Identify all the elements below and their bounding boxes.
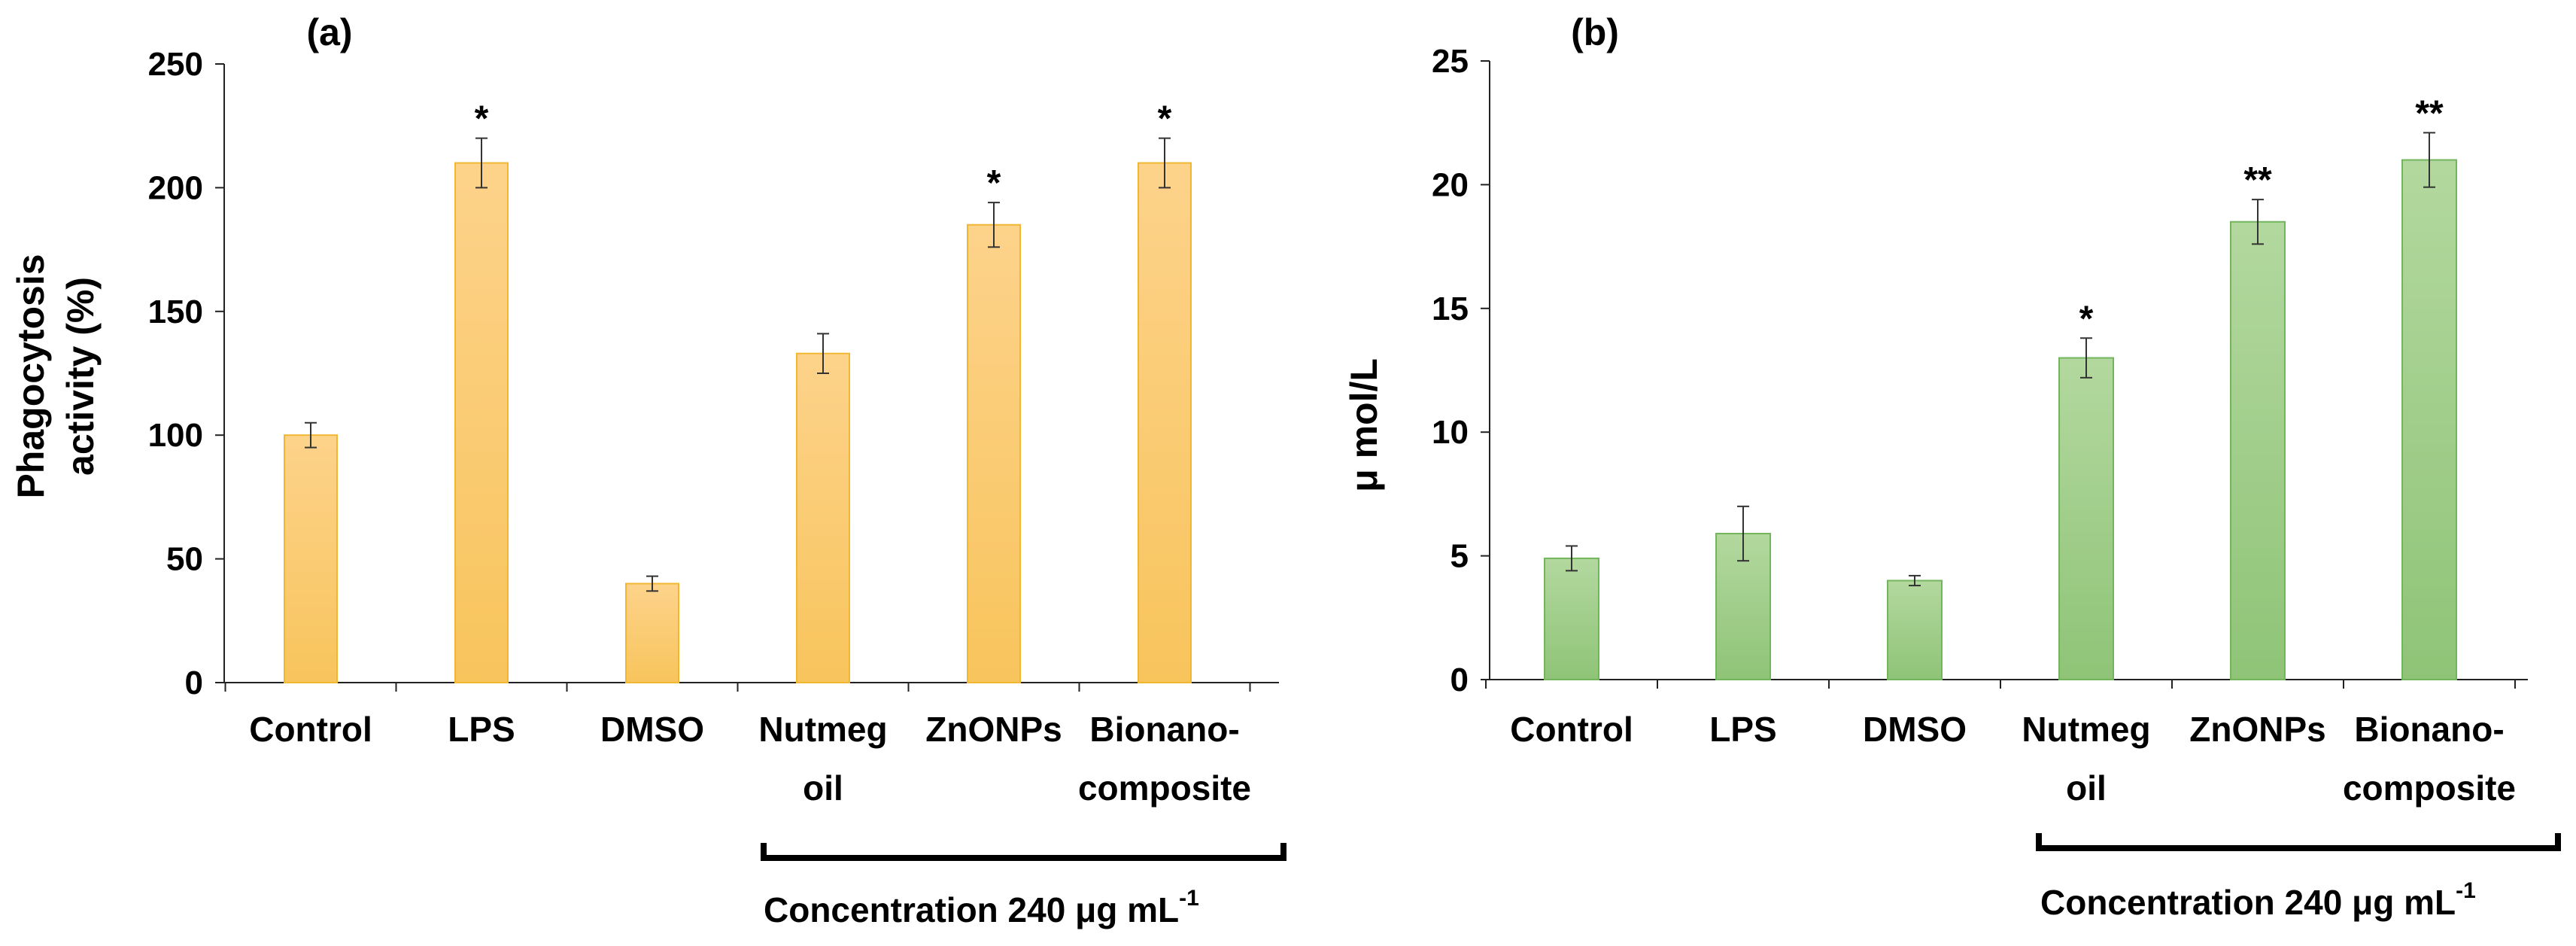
panel-label: (a)	[306, 11, 352, 53]
x-category-label: ZnONPs	[2189, 710, 2325, 749]
concentration-label: Concentration 240 μg mL-1	[764, 886, 1199, 929]
y-tick-label: 0	[185, 665, 203, 701]
y-tick-label: 50	[166, 541, 203, 578]
x-category-label: Control	[249, 710, 372, 749]
x-category-label: oil	[803, 768, 843, 808]
significance-marker: *	[2079, 299, 2094, 339]
chart-umol: 0 5 10 15 20 25 Control LPS DMSO * Nutmeg oil ** ZnON…	[1343, 11, 2561, 922]
bar	[1544, 557, 1599, 680]
chart-phagocytosis: 0 50 100 150 200 250 Control * LPS DMSO Nutmeg oil *…	[10, 11, 1286, 929]
y-tick-label: 200	[148, 169, 203, 206]
y-tick-label: 5	[1451, 538, 1469, 575]
significance-marker: *	[475, 99, 489, 139]
bar	[2401, 159, 2457, 680]
y-tick-label: 100	[148, 417, 203, 454]
x-category-label: ZnONPs	[925, 710, 1062, 749]
y-tick-label: 10	[1432, 414, 1469, 451]
bar	[1138, 162, 1192, 683]
x-category-label: composite	[2343, 768, 2516, 808]
significance-marker: *	[1158, 99, 1172, 139]
panel-label: (b)	[1571, 11, 1619, 53]
bar	[2230, 221, 2286, 681]
concentration-superscript: -1	[2456, 878, 2476, 903]
concentration-bracket	[2036, 833, 2561, 851]
x-category-label: Bionano-	[1089, 710, 1239, 749]
y-tick-label: 25	[1432, 43, 1469, 80]
bar	[625, 583, 679, 683]
bar	[2058, 357, 2114, 680]
x-category-label: Bionano-	[2354, 710, 2504, 749]
x-category-label: Nutmeg	[2022, 710, 2150, 749]
bar	[454, 162, 509, 683]
y-axis-label: μ mol/L	[1343, 358, 1385, 492]
x-category-label: Control	[1510, 710, 1633, 749]
significance-marker: *	[987, 163, 1001, 203]
bar	[796, 352, 850, 683]
y-axis-label: activity (%)	[59, 277, 102, 476]
x-category-label: DMSO	[1863, 710, 1967, 749]
x-category-label: Nutmeg	[758, 710, 887, 749]
y-axis-label: Phagocytosis	[10, 254, 52, 498]
significance-marker: **	[2415, 93, 2444, 133]
bar	[284, 434, 338, 683]
x-category-label: LPS	[1709, 710, 1776, 749]
y-tick-label: 150	[148, 294, 203, 330]
bar	[967, 224, 1021, 684]
x-category-label: oil	[2066, 768, 2107, 808]
y-tick-label: 250	[148, 46, 203, 83]
bar	[1887, 579, 1943, 680]
x-category-label: LPS	[448, 710, 515, 749]
y-tick-label: 0	[1451, 662, 1469, 698]
concentration-superscript: -1	[1179, 886, 1199, 911]
x-category-label: DMSO	[600, 710, 704, 749]
y-tick-label: 20	[1432, 166, 1469, 203]
concentration-label: Concentration 240 μg mL-1	[2040, 878, 2476, 922]
significance-marker: **	[2243, 160, 2272, 200]
x-category-label: composite	[1078, 768, 1251, 808]
y-tick-label: 15	[1432, 290, 1469, 327]
concentration-bracket	[761, 843, 1286, 861]
